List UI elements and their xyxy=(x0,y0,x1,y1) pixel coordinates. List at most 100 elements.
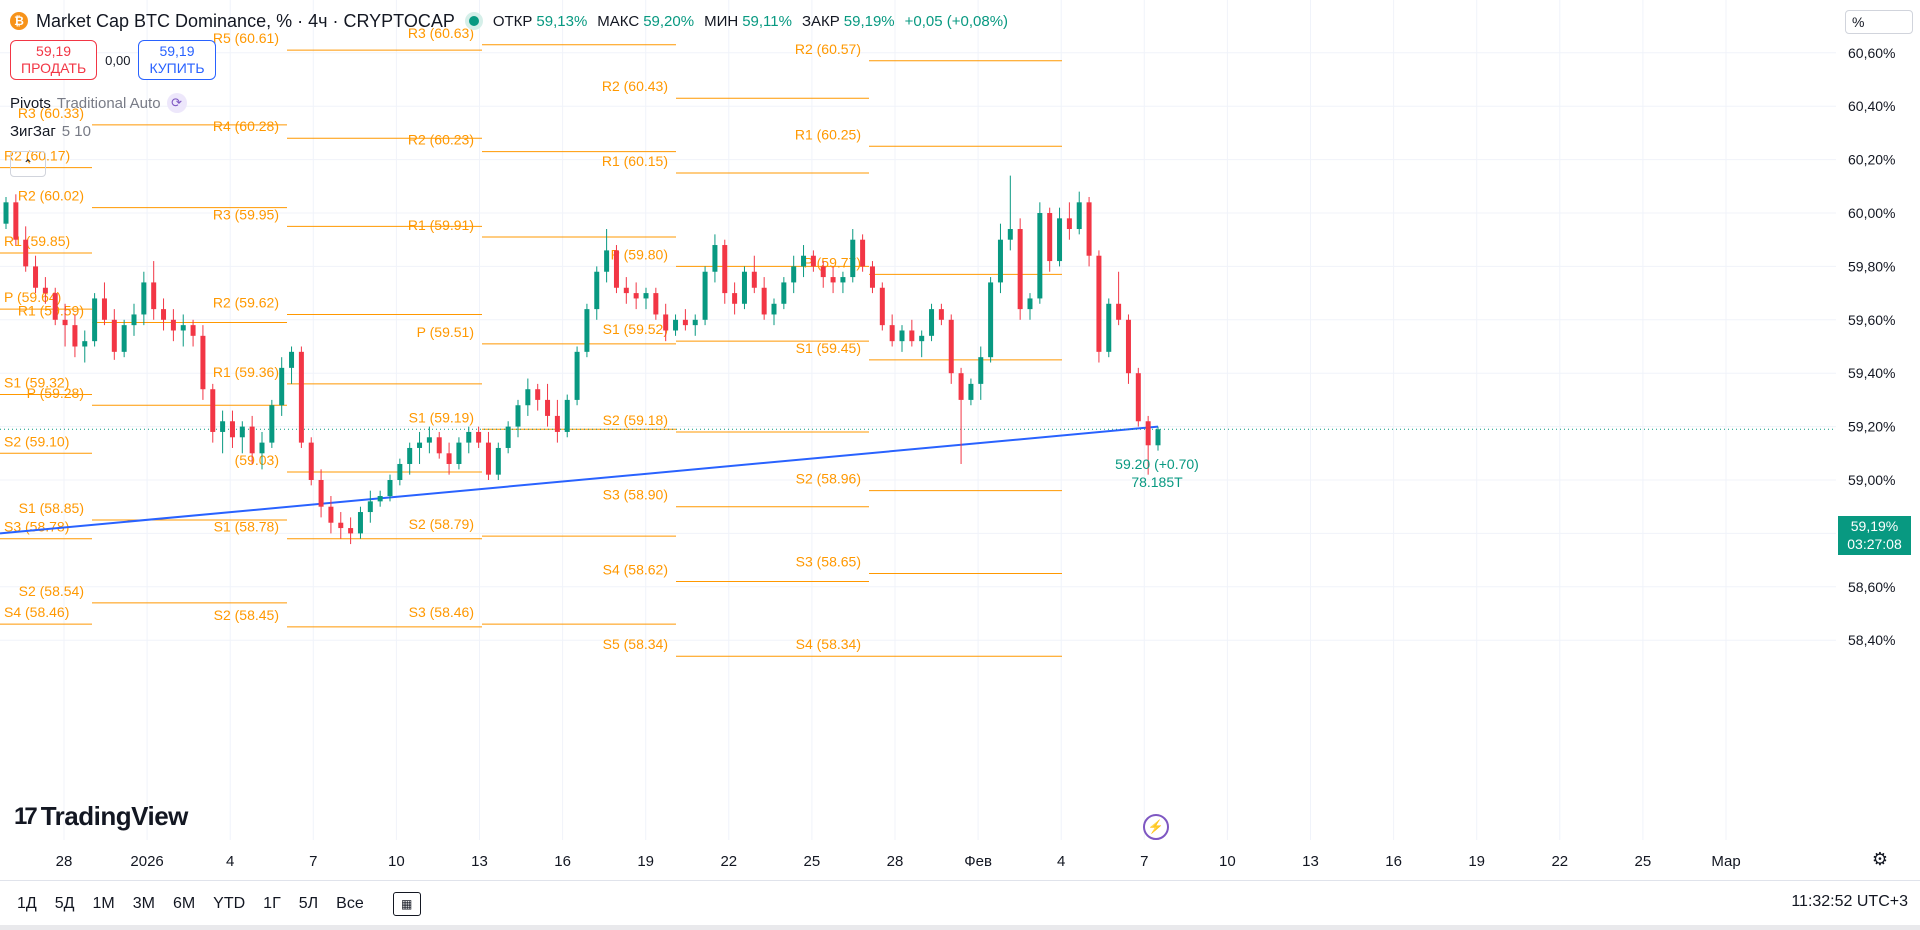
candle-body[interactable] xyxy=(436,437,442,454)
candle-body[interactable] xyxy=(101,298,107,320)
candle-body[interactable] xyxy=(771,303,777,315)
indicator-zigzag[interactable]: ЗигЗаг 5 10 xyxy=(10,123,91,140)
candle-body[interactable] xyxy=(801,255,807,267)
candle-body[interactable] xyxy=(446,453,452,464)
timeframe-3m[interactable]: 3М xyxy=(132,894,155,912)
candle-body[interactable] xyxy=(1027,298,1033,310)
candle-body[interactable] xyxy=(1116,303,1122,320)
candle-body[interactable] xyxy=(535,389,541,400)
candle-body[interactable] xyxy=(269,405,275,443)
candle-body[interactable] xyxy=(180,325,186,331)
candle-body[interactable] xyxy=(1037,213,1043,299)
candle-body[interactable] xyxy=(1057,218,1063,262)
timeframe-ytd[interactable]: YTD xyxy=(213,894,246,912)
candle-body[interactable] xyxy=(1106,303,1112,352)
candle-body[interactable] xyxy=(279,367,285,406)
candle-body[interactable] xyxy=(239,426,245,438)
candle-body[interactable] xyxy=(574,351,580,400)
candle-body[interactable] xyxy=(584,309,590,352)
candle-body[interactable] xyxy=(52,293,58,320)
candle-body[interactable] xyxy=(121,325,127,352)
candle-body[interactable] xyxy=(899,330,905,342)
candle-body[interactable] xyxy=(328,506,334,523)
indicator-pivots[interactable]: Pivots Traditional Auto ⟳ xyxy=(10,93,187,113)
candle-body[interactable] xyxy=(417,442,423,448)
candle-body[interactable] xyxy=(151,282,157,310)
candle-body[interactable] xyxy=(830,277,836,283)
candle-body[interactable] xyxy=(515,405,521,427)
candle-body[interactable] xyxy=(919,335,925,342)
candle-body[interactable] xyxy=(929,309,935,336)
candle-body[interactable] xyxy=(613,250,619,288)
candle-body[interactable] xyxy=(682,319,688,326)
collapse-legend-button[interactable]: ⌃ xyxy=(10,151,46,177)
candle-body[interactable] xyxy=(938,309,944,320)
candle-body[interactable] xyxy=(62,319,68,326)
candle-body[interactable] xyxy=(229,421,235,438)
candle-body[interactable] xyxy=(456,442,462,464)
candle-body[interactable] xyxy=(249,426,255,454)
candle-body[interactable] xyxy=(761,287,767,315)
candle-body[interactable] xyxy=(1086,202,1092,256)
candle-body[interactable] xyxy=(387,480,393,497)
candle-body[interactable] xyxy=(82,341,88,347)
candle-body[interactable] xyxy=(407,447,413,464)
candle-body[interactable] xyxy=(298,351,304,443)
candle-body[interactable] xyxy=(1135,373,1141,422)
candle-body[interactable] xyxy=(810,255,816,267)
buy-button[interactable]: 59,19 КУПИТЬ xyxy=(138,40,216,80)
candle-body[interactable] xyxy=(545,399,551,416)
candle-body[interactable] xyxy=(318,480,324,507)
symbol-title[interactable]: Market Cap BTC Dominance, % · 4ч · CRYPT… xyxy=(36,10,455,31)
market-status-icon[interactable] xyxy=(468,16,479,26)
candle-body[interactable] xyxy=(722,245,728,294)
candle-body[interactable] xyxy=(594,271,600,310)
candle-body[interactable] xyxy=(308,442,314,480)
candle-body[interactable] xyxy=(131,314,137,326)
candle-body[interactable] xyxy=(220,421,226,432)
candle-body[interactable] xyxy=(289,351,295,368)
candle-body[interactable] xyxy=(200,335,206,390)
candle-body[interactable] xyxy=(33,266,39,288)
candle-body[interactable] xyxy=(633,293,639,299)
candle-body[interactable] xyxy=(879,287,885,326)
candle-body[interactable] xyxy=(495,447,501,475)
candle-body[interactable] xyxy=(712,245,718,272)
timeframe-5y[interactable]: 5Л xyxy=(298,894,319,912)
candle-body[interactable] xyxy=(732,293,738,304)
candle-body[interactable] xyxy=(377,496,383,502)
candle-body[interactable] xyxy=(791,266,797,283)
candle-body[interactable] xyxy=(850,239,856,278)
scale-mode-button[interactable]: % xyxy=(1845,10,1913,34)
timeframe-5d[interactable]: 5Д xyxy=(54,894,75,912)
candle-body[interactable] xyxy=(564,399,570,432)
candle-body[interactable] xyxy=(997,239,1003,283)
candle-body[interactable] xyxy=(604,250,610,272)
candle-body[interactable] xyxy=(426,437,432,443)
candle-body[interactable] xyxy=(1155,429,1161,446)
timeframe-1d[interactable]: 1Д xyxy=(17,894,37,912)
candle-body[interactable] xyxy=(259,442,265,454)
candle-body[interactable] xyxy=(1047,213,1053,262)
candle-body[interactable] xyxy=(338,522,344,529)
candle-body[interactable] xyxy=(161,309,167,320)
candle-body[interactable] xyxy=(92,298,98,342)
candle-body[interactable] xyxy=(170,319,176,331)
candle-body[interactable] xyxy=(348,528,354,534)
tradingview-logo[interactable]: 17 TradingView xyxy=(14,801,188,832)
candle-body[interactable] xyxy=(397,463,403,480)
candle-body[interactable] xyxy=(525,389,531,406)
candle-body[interactable] xyxy=(909,330,915,342)
candle-body[interactable] xyxy=(210,389,216,432)
candle-body[interactable] xyxy=(643,293,649,299)
candle-body[interactable] xyxy=(988,282,994,358)
candle-body[interactable] xyxy=(357,512,363,534)
candle-body[interactable] xyxy=(741,271,747,304)
candle-body[interactable] xyxy=(663,314,669,331)
candle-body[interactable] xyxy=(13,202,19,240)
candle-body[interactable] xyxy=(860,239,866,267)
candle-body[interactable] xyxy=(1076,202,1082,230)
sell-button[interactable]: 59,19 ПРОДАТЬ xyxy=(10,40,98,80)
candle-body[interactable] xyxy=(42,287,48,294)
timeframe-6m[interactable]: 6М xyxy=(172,894,196,912)
